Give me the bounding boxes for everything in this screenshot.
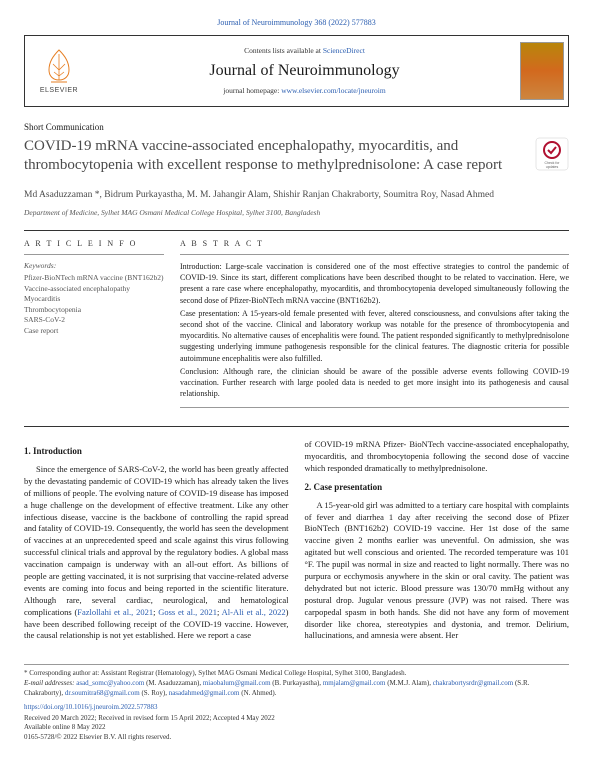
divider [24, 664, 569, 665]
body-paragraph: Since the emergence of SARS-CoV-2, the w… [24, 464, 289, 642]
article-dates: Received 20 March 2022; Received in revi… [24, 714, 569, 724]
keyword: Vaccine-associated encephalopathy [24, 284, 164, 295]
copyright: 0165-5728/© 2022 Elsevier B.V. All right… [24, 733, 569, 743]
abstract-head: A B S T R A C T [180, 235, 569, 255]
keyword: Case report [24, 326, 164, 337]
section-heading: 2. Case presentation [305, 481, 570, 494]
abstract-column: A B S T R A C T Introduction: Large-scal… [180, 235, 569, 408]
sciencedirect-link[interactable]: ScienceDirect [323, 46, 365, 55]
homepage-prefix: journal homepage: [223, 86, 281, 95]
abstract-case: Case presentation: A 15-years-old female… [180, 308, 569, 364]
email-label: E-mail addresses: [24, 679, 76, 687]
keyword: Pfizer-BioNTech mRNA vaccine (BNT162b2) [24, 273, 164, 284]
body-paragraph: of COVID-19 mRNA Pfizer- BioNTech vaccin… [305, 439, 570, 475]
keyword: Myocarditis [24, 294, 164, 305]
citation-link[interactable]: Al-Ali et al., 2022 [222, 607, 286, 617]
doi-link[interactable]: https://doi.org/10.1016/j.jneuroim.2022.… [24, 703, 569, 713]
abstract-intro: Introduction: Large-scale vaccination is… [180, 261, 569, 306]
divider [180, 407, 569, 408]
keywords-list: Pfizer-BioNTech mRNA vaccine (BNT162b2) … [24, 273, 164, 336]
svg-text:updates: updates [546, 165, 559, 169]
homepage-link[interactable]: www.elsevier.com/locate/jneuroim [281, 86, 385, 95]
journal-header: ELSEVIER Contents lists available at Sci… [24, 35, 569, 107]
elsevier-tree-icon [39, 46, 79, 86]
divider [24, 426, 569, 427]
email-link[interactable]: chakrabortysrdr@gmail.com [433, 679, 514, 687]
section-heading: 1. Introduction [24, 445, 289, 458]
article-body: 1. Introduction Since the emergence of S… [24, 439, 569, 644]
article-info-head: A R T I C L E I N F O [24, 235, 164, 255]
divider [24, 230, 569, 231]
affiliation: Department of Medicine, Sylhet MAG Osman… [24, 208, 569, 218]
article-info-column: A R T I C L E I N F O Keywords: Pfizer-B… [24, 235, 164, 408]
article-title: COVID-19 mRNA vaccine-associated encepha… [24, 137, 527, 176]
email-link[interactable]: dr.soumitra68@gmail.com [65, 689, 140, 697]
email-link[interactable]: miaobalum@gmail.com [203, 679, 271, 687]
corresponding-author: * Corresponding author at: Assistant Reg… [24, 669, 569, 679]
email-link[interactable]: mmjalam@gmail.com [323, 679, 386, 687]
article-type: Short Communication [24, 121, 569, 133]
citation-link[interactable]: Fazlollahi et al., 2021 [77, 607, 153, 617]
abstract-text: Introduction: Large-scale vaccination is… [180, 261, 569, 399]
keyword: Thrombocytopenia [24, 305, 164, 316]
elsevier-logo: ELSEVIER [25, 36, 93, 106]
abstract-conclusion: Conclusion: Although rare, the clinician… [180, 366, 569, 400]
email-link[interactable]: nasadahmed@gmail.com [169, 689, 240, 697]
page-footer: * Corresponding author at: Assistant Reg… [24, 664, 569, 743]
citation-link[interactable]: Goss et al., 2021 [158, 607, 217, 617]
email-addresses: E-mail addresses: asad_somc@yahoo.com (M… [24, 679, 569, 699]
authors: Md Asaduzzaman *, Bidrum Purkayastha, M.… [24, 188, 569, 202]
journal-reference: Journal of Neuroimmunology 368 (2022) 57… [24, 18, 569, 29]
check-updates-icon[interactable]: Check for updates [535, 137, 569, 171]
journal-cover [516, 36, 568, 106]
available-online: Available online 8 May 2022 [24, 723, 569, 733]
contents-prefix: Contents lists available at [244, 46, 323, 55]
cover-image [520, 42, 564, 100]
journal-title: Journal of Neuroimmunology [97, 60, 512, 82]
contents-line: Contents lists available at ScienceDirec… [97, 46, 512, 56]
keywords-label: Keywords: [24, 261, 164, 271]
keyword: SARS-CoV-2 [24, 315, 164, 326]
homepage-line: journal homepage: www.elsevier.com/locat… [97, 86, 512, 96]
elsevier-label: ELSEVIER [40, 86, 78, 95]
email-link[interactable]: asad_somc@yahoo.com [76, 679, 144, 687]
body-paragraph: A 15-year-old girl was admitted to a ter… [305, 500, 570, 643]
